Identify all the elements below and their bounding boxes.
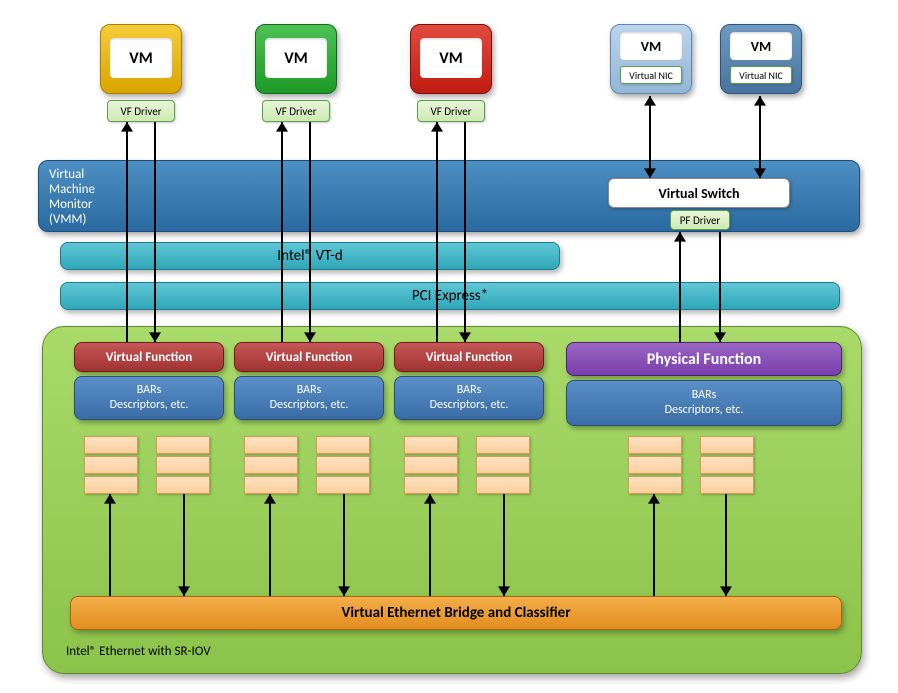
- queue-cell: [244, 456, 298, 474]
- queue-cell: [628, 476, 682, 494]
- virtual-nic: Virtual NIC: [730, 66, 792, 84]
- veb-bar: Virtual Ethernet Bridge and Classifier: [70, 596, 842, 630]
- queue-cell: [316, 476, 370, 494]
- vm-label: VM: [620, 32, 682, 60]
- queue-cell: [700, 436, 754, 454]
- vf-bars: BARsDescriptors, etc.: [74, 376, 224, 420]
- virtual-switch: Virtual Switch: [608, 178, 790, 208]
- queue-cell: [404, 456, 458, 474]
- queue-cell: [476, 476, 530, 494]
- queue-cell: [156, 456, 210, 474]
- queue-cell: [404, 436, 458, 454]
- vm-label: VM: [265, 38, 327, 78]
- queue-cell: [628, 436, 682, 454]
- pf-driver: PF Driver: [670, 210, 730, 230]
- queue-cell: [244, 436, 298, 454]
- vf-bars: BARsDescriptors, etc.: [234, 376, 384, 420]
- virtual-function: Virtual Function: [394, 342, 544, 372]
- queue-cell: [700, 476, 754, 494]
- queue-cell: [156, 476, 210, 494]
- vf-driver: VF Driver: [417, 100, 485, 122]
- pci-express-bar: PCI Express*: [60, 282, 840, 310]
- vf-driver: VF Driver: [262, 100, 330, 122]
- vm-label: VM: [730, 32, 792, 60]
- queue-cell: [700, 456, 754, 474]
- queue-cell: [316, 456, 370, 474]
- vm-label: VM: [110, 38, 172, 78]
- queue-cell: [476, 456, 530, 474]
- queue-cell: [84, 476, 138, 494]
- vm-label: VM: [420, 38, 482, 78]
- virtual-nic: Virtual NIC: [620, 66, 682, 84]
- queue-cell: [156, 436, 210, 454]
- queue-cell: [628, 456, 682, 474]
- virtual-function: Virtual Function: [74, 342, 224, 372]
- queue-cell: [404, 476, 458, 494]
- queue-cell: [476, 436, 530, 454]
- physical-function: Physical Function: [566, 342, 842, 376]
- queue-cell: [316, 436, 370, 454]
- intel-vtd-bar: Intel® VT-d: [60, 242, 560, 270]
- nic-card-label: Intel® Ethernet with SR-IOV: [66, 644, 211, 659]
- queue-cell: [244, 476, 298, 494]
- vf-bars: BARsDescriptors, etc.: [394, 376, 544, 420]
- vf-driver: VF Driver: [107, 100, 175, 122]
- queue-cell: [84, 436, 138, 454]
- virtual-function: Virtual Function: [234, 342, 384, 372]
- queue-cell: [84, 456, 138, 474]
- pf-bars: BARsDescriptors, etc.: [566, 380, 842, 426]
